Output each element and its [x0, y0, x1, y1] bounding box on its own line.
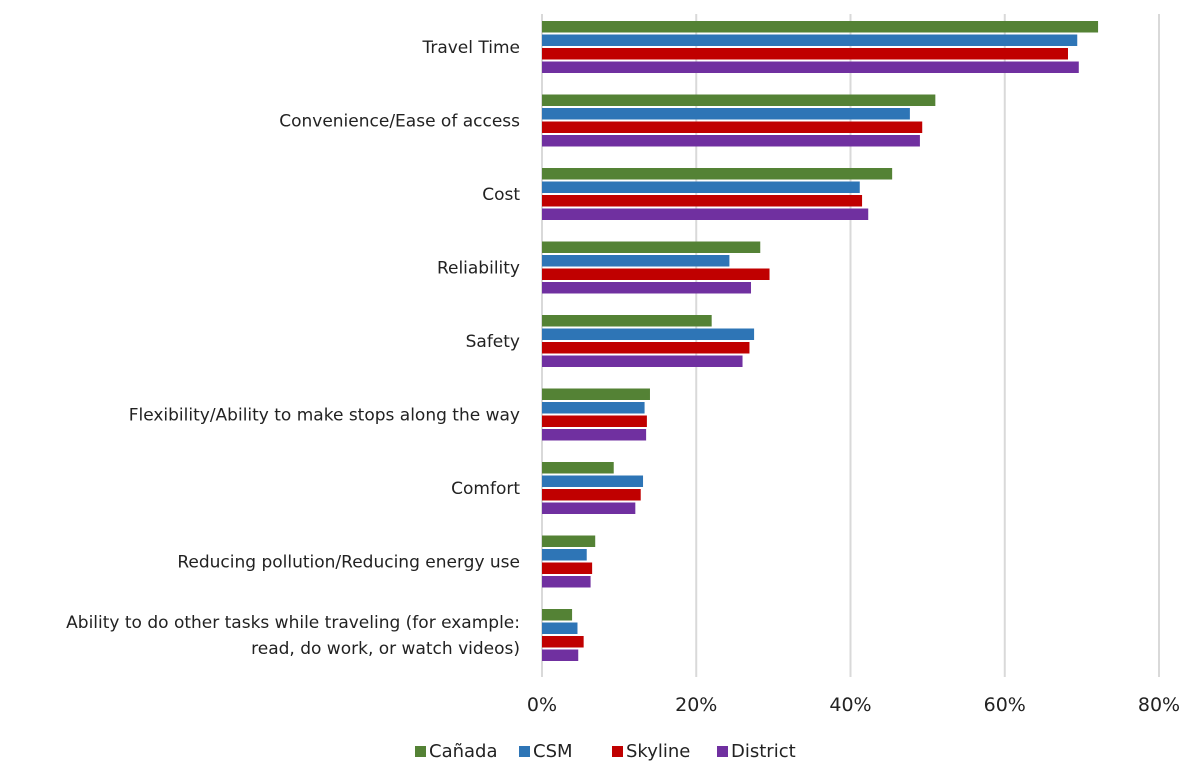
category-label: Travel Time [421, 38, 520, 58]
legend-label: Skyline [626, 741, 690, 762]
bar-district-5 [542, 429, 647, 441]
legend-swatch [612, 746, 623, 757]
bar-district-6 [542, 502, 636, 514]
bar-csm-8 [542, 622, 578, 634]
bar-ca-ada-0 [542, 21, 1099, 33]
bar-skyline-3 [542, 268, 770, 280]
bar-ca-ada-4 [542, 315, 712, 327]
legend-swatch [519, 746, 530, 757]
bar-csm-6 [542, 475, 644, 487]
x-tick-label: 0% [527, 694, 557, 716]
x-tick-label: 80% [1138, 694, 1180, 716]
bar-district-0 [542, 61, 1079, 73]
bar-csm-4 [542, 328, 755, 340]
legend: Cañada CSM Skyline District [415, 741, 796, 762]
category-label: Flexibility/Ability to make stops along … [129, 406, 520, 426]
category-label: read, do work, or watch videos) [251, 639, 520, 659]
bar-district-2 [542, 208, 869, 220]
bar-ca-ada-2 [542, 168, 893, 180]
bar-skyline-4 [542, 342, 750, 354]
bar-skyline-0 [542, 48, 1068, 60]
category-label: Safety [466, 332, 520, 352]
x-tick-label: 20% [675, 694, 717, 716]
x-tick-labels: 0% 20% 40% 60% 80% [527, 694, 1180, 716]
category-label: Ability to do other tasks while travelin… [66, 613, 520, 633]
legend-label: CSM [533, 741, 573, 762]
bar-ca-ada-8 [542, 609, 573, 621]
bar-ca-ada-6 [542, 462, 614, 474]
category-label: Reducing pollution/Reducing energy use [177, 553, 520, 573]
bars [542, 21, 1099, 661]
bar-district-4 [542, 355, 743, 367]
bar-csm-3 [542, 255, 730, 267]
bar-district-8 [542, 649, 579, 661]
legend-label: Cañada [429, 741, 498, 762]
category-label: Comfort [451, 479, 520, 499]
bar-skyline-2 [542, 195, 863, 207]
bar-district-7 [542, 576, 591, 588]
bar-skyline-5 [542, 415, 647, 427]
legend-swatch [415, 746, 426, 757]
bar-skyline-8 [542, 636, 584, 648]
legend-label: District [731, 741, 796, 762]
legend-swatch [717, 746, 728, 757]
bar-ca-ada-5 [542, 388, 650, 400]
bar-ca-ada-1 [542, 94, 936, 106]
category-label: Reliability [437, 259, 520, 279]
bar-ca-ada-3 [542, 241, 761, 253]
bar-district-3 [542, 282, 752, 294]
x-tick-label: 40% [829, 694, 871, 716]
x-tick-label: 60% [984, 694, 1026, 716]
bar-skyline-7 [542, 562, 593, 574]
category-label: Cost [482, 185, 520, 205]
bar-csm-1 [542, 108, 910, 120]
category-labels: Travel Time Convenience/Ease of access Cos… [66, 38, 520, 659]
bar-ca-ada-7 [542, 535, 596, 547]
bar-csm-2 [542, 181, 860, 193]
bar-csm-5 [542, 402, 645, 414]
bar-skyline-1 [542, 121, 923, 133]
bar-csm-7 [542, 549, 587, 561]
bar-csm-0 [542, 34, 1078, 46]
bar-skyline-6 [542, 489, 641, 501]
category-label: Convenience/Ease of access [279, 112, 520, 132]
bar-district-1 [542, 135, 920, 147]
